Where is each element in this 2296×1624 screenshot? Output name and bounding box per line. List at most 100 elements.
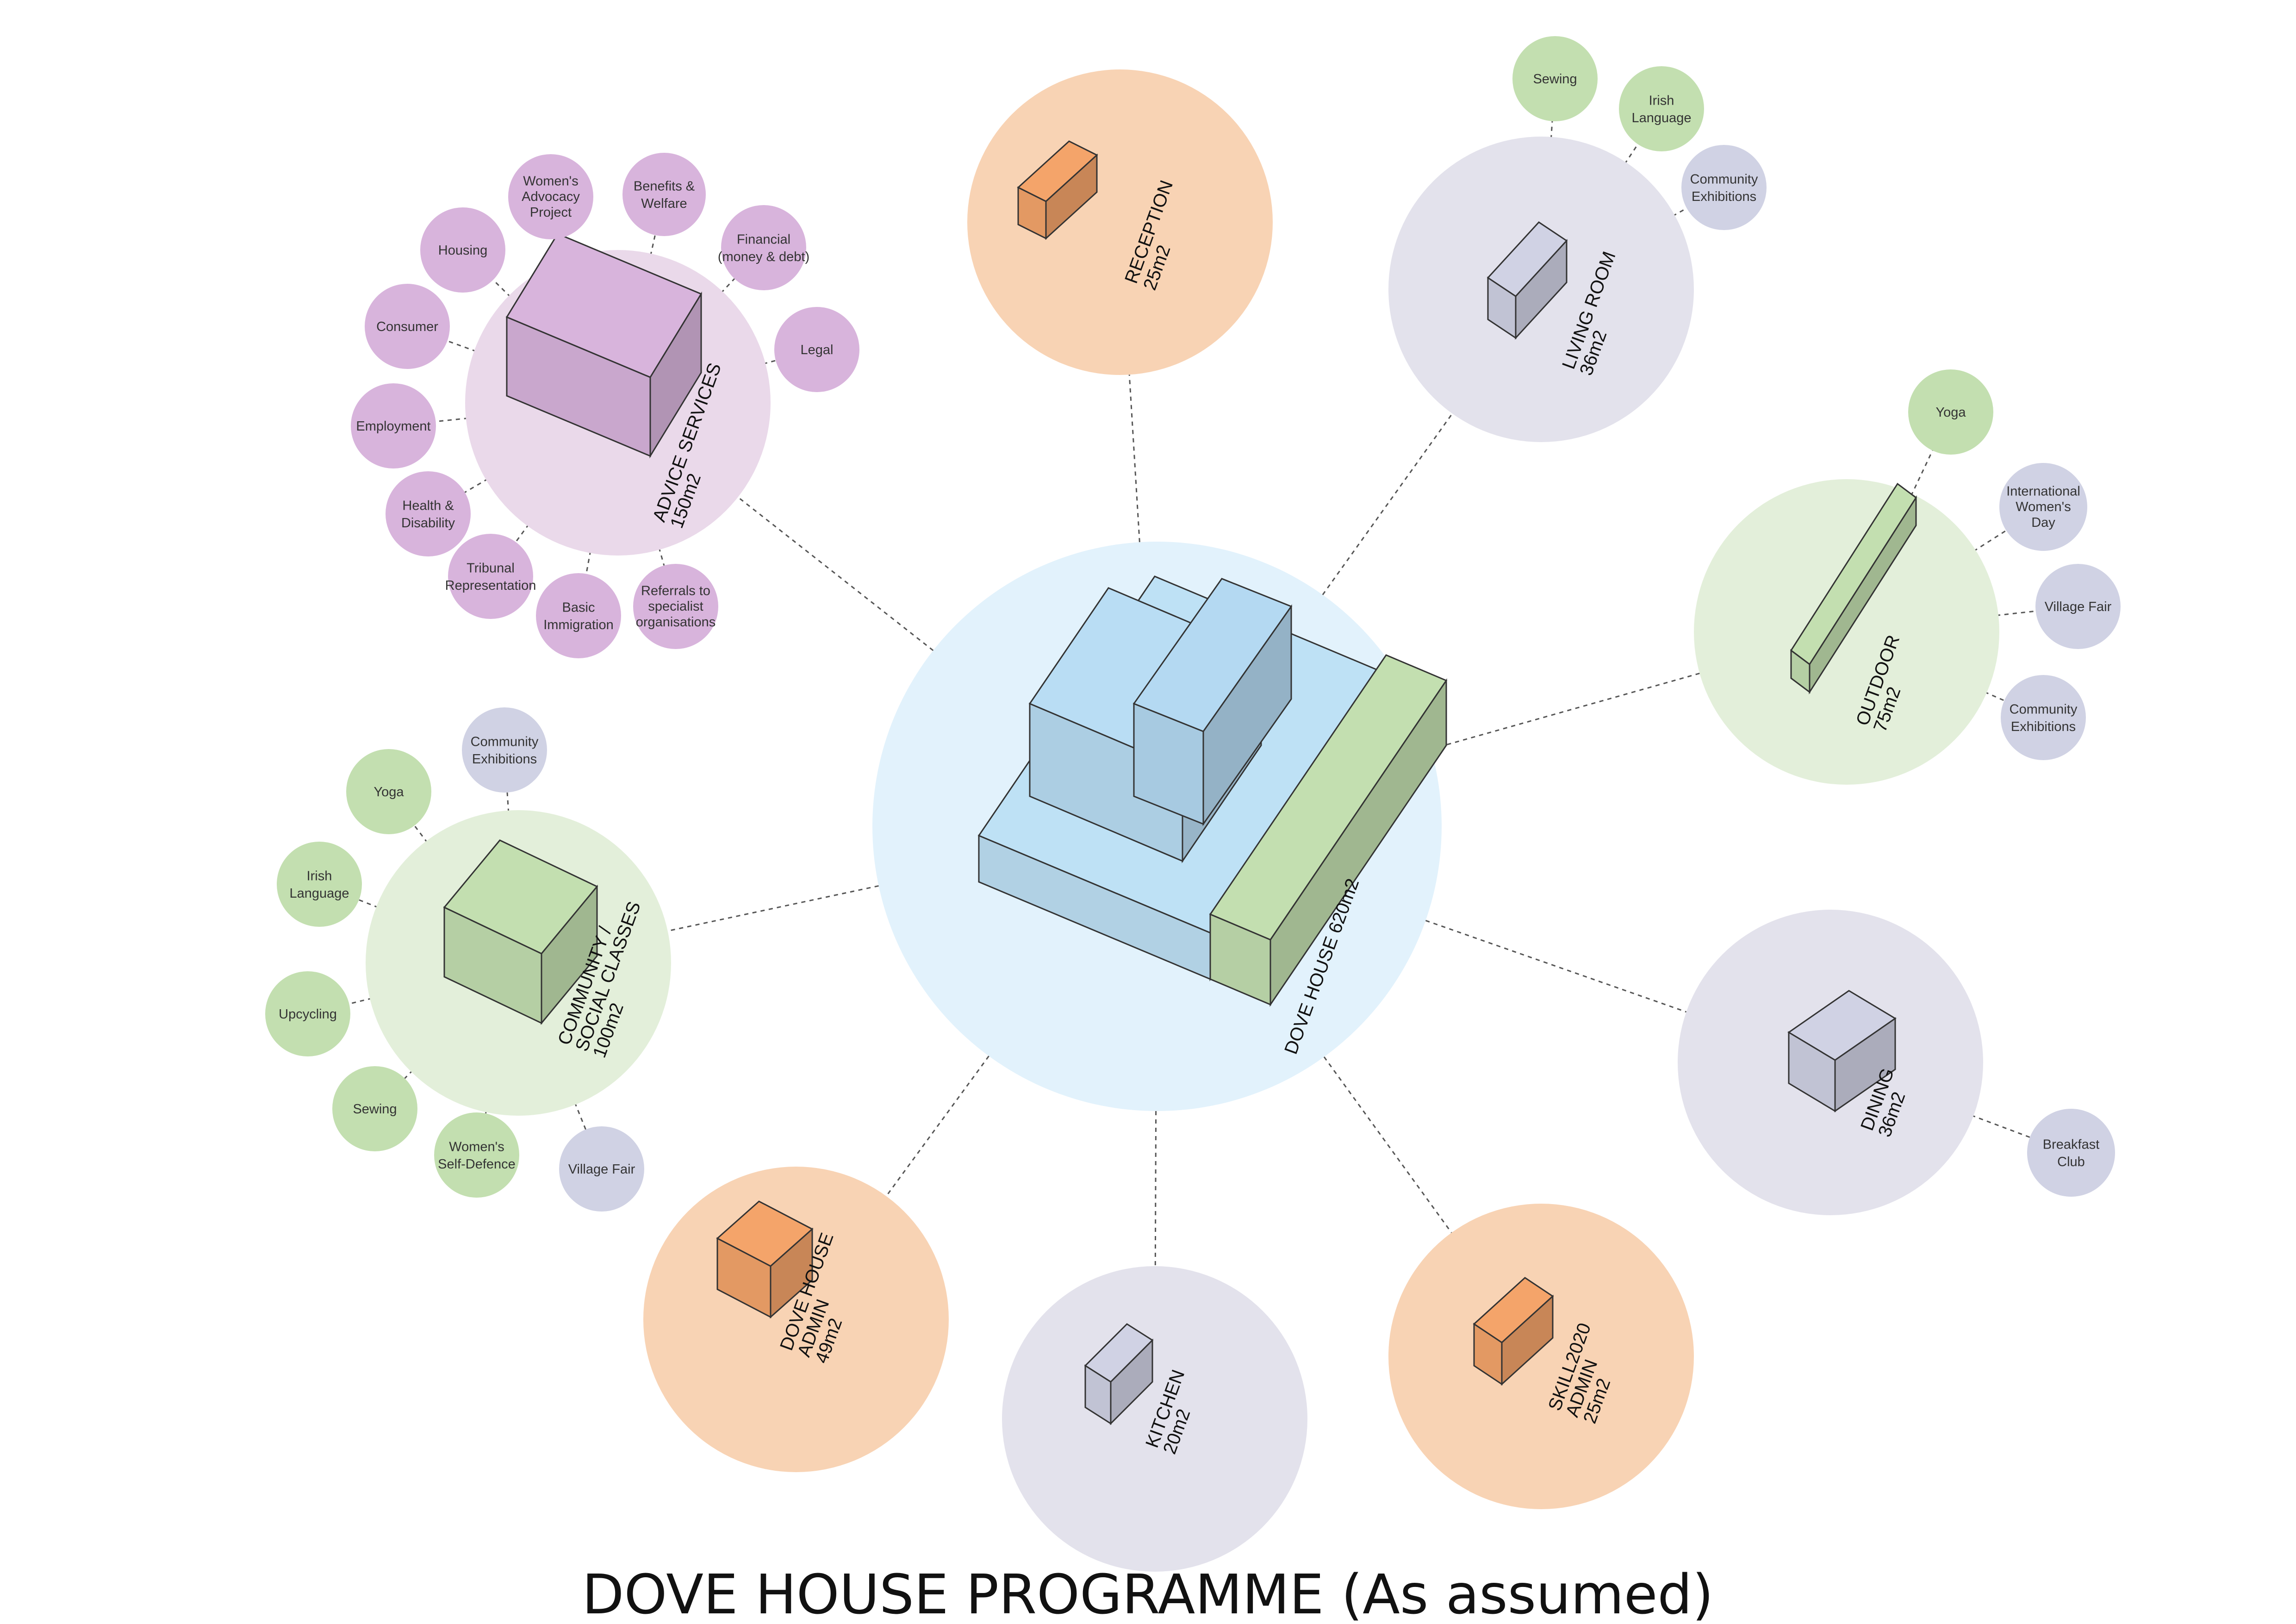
satellite-advice: Consumer bbox=[365, 284, 450, 369]
satellite-community-circle bbox=[462, 707, 547, 793]
satellite-community-label-line: Irish bbox=[307, 868, 332, 883]
room-kitchen-circle bbox=[1002, 1266, 1307, 1572]
satellite-community-label-line: Community bbox=[471, 734, 539, 749]
connector-outdoor-sub bbox=[1973, 530, 2007, 552]
satellite-advice-label-line: specialist bbox=[648, 599, 703, 614]
satellite-community-label-line: Language bbox=[289, 886, 349, 901]
satellite-advice-label: Financial (money & debt) bbox=[718, 232, 809, 264]
satellite-community-circle bbox=[434, 1112, 519, 1198]
satellite-community: Yoga bbox=[346, 749, 431, 834]
satellite-living-label-line: Community bbox=[1690, 172, 1758, 187]
satellite-community-circle bbox=[265, 971, 350, 1056]
connector-community-sub bbox=[349, 997, 373, 1005]
satellite-outdoor-label: Community Exhibitions bbox=[2010, 702, 2078, 734]
satellite-advice-label-line: Disability bbox=[401, 516, 455, 531]
satellite-advice-label: Legal bbox=[801, 343, 834, 357]
room-advice-block bbox=[505, 233, 703, 459]
connector-outdoor-sub bbox=[1984, 691, 2005, 701]
satellite-living-label: Community Exhibitions bbox=[1690, 172, 1758, 204]
satellite-community-label-line: Yoga bbox=[373, 785, 404, 800]
room-kitchen: KITCHEN20m2 bbox=[1002, 1266, 1307, 1572]
satellite-outdoor-label-line: International bbox=[2006, 484, 2080, 499]
satellite-outdoor-label-line: Yoga bbox=[1935, 405, 1966, 420]
satellite-community-circle bbox=[277, 842, 362, 927]
connector-advice-sub bbox=[492, 279, 511, 298]
satellite-community-label-line: Village Fair bbox=[568, 1162, 635, 1177]
satellite-advice-label: Employment bbox=[356, 419, 430, 434]
satellite-advice-label-line: Project bbox=[530, 205, 572, 220]
satellite-advice-circle bbox=[420, 207, 505, 293]
room-skill-block bbox=[1473, 1277, 1554, 1386]
satellite-living-label: Sewing bbox=[1533, 72, 1577, 87]
satellite-living-circle bbox=[1681, 145, 1767, 230]
room-dining-label: DINING36m2 bbox=[1857, 1065, 1916, 1139]
satellite-advice-circle bbox=[508, 154, 593, 239]
satellite-advice: Financial (money & debt) bbox=[718, 205, 809, 290]
satellite-living-label-line: Language bbox=[1631, 111, 1691, 125]
satellite-advice-label-line: Consumer bbox=[376, 319, 438, 334]
satellite-community-label-line: Self-Defence bbox=[438, 1157, 516, 1172]
connector-advice-sub bbox=[515, 524, 530, 543]
satellite-living-label-line: Irish bbox=[1649, 93, 1674, 108]
satellite-advice-label: Health & Disability bbox=[401, 498, 455, 531]
connector-outdoor bbox=[1431, 673, 1700, 750]
satellite-advice-label-line: Advocacy bbox=[522, 189, 580, 204]
connector-living-sub bbox=[1624, 144, 1639, 165]
satellite-living: Sewing bbox=[1512, 36, 1598, 121]
satellite-advice-label: Housing bbox=[438, 243, 487, 258]
satellite-advice-label-line: Referrals to bbox=[641, 583, 710, 598]
satellite-advice-label-line: Financial bbox=[737, 232, 790, 247]
satellite-advice-label-line: Employment bbox=[356, 419, 430, 434]
connector-advice bbox=[737, 496, 934, 651]
satellite-community-label: Yoga bbox=[373, 785, 404, 800]
satellite-community-label-line: Sewing bbox=[353, 1102, 397, 1117]
connector-living bbox=[1322, 413, 1453, 595]
room-dining-block bbox=[1787, 990, 1897, 1112]
room-outdoor-block bbox=[1790, 482, 1917, 695]
satellite-advice-circle bbox=[721, 205, 806, 290]
satellite-advice-label-line: (money & debt) bbox=[718, 250, 809, 264]
satellite-living-circle bbox=[1619, 66, 1704, 151]
connector-kitchen bbox=[1154, 1111, 1157, 1267]
connector-community-sub bbox=[414, 825, 429, 843]
satellite-outdoor: Community Exhibitions bbox=[2001, 675, 2086, 760]
satellite-advice-circle bbox=[365, 284, 450, 369]
satellite-advice-circle bbox=[774, 307, 859, 392]
connector-advice-sub bbox=[436, 417, 468, 423]
satellite-living-label-line: Exhibitions bbox=[1692, 189, 1756, 204]
connector-advice-sub bbox=[720, 278, 735, 294]
satellite-dining-circle bbox=[2027, 1109, 2115, 1197]
satellite-outdoor: International Women's Day bbox=[1999, 463, 2087, 551]
satellite-advice: Referrals to specialist organisations bbox=[633, 564, 718, 649]
satellite-advice-label: Referrals to specialist organisations bbox=[636, 583, 716, 630]
satellite-community-label-line: Women's bbox=[449, 1139, 504, 1154]
satellite-advice-label: Women's Advocacy Project bbox=[522, 174, 580, 220]
room-reception-block bbox=[1017, 140, 1098, 240]
satellite-advice: Legal bbox=[774, 307, 859, 392]
satellite-outdoor-circle bbox=[2001, 675, 2086, 760]
satellite-living-label-line: Sewing bbox=[1533, 72, 1577, 87]
satellite-community-label: Sewing bbox=[353, 1102, 397, 1117]
satellite-community: Upcycling bbox=[265, 971, 350, 1056]
connector-living-sub bbox=[1672, 207, 1687, 217]
satellite-advice: Basic Immigration bbox=[536, 573, 621, 658]
satellite-advice-label-line: Health & bbox=[402, 498, 454, 513]
satellite-dining-label: Breakfast Club bbox=[2043, 1137, 2100, 1169]
satellite-community-circle bbox=[346, 749, 431, 834]
satellite-community-label-line: Upcycling bbox=[279, 1007, 337, 1022]
satellite-advice: Health & Disability bbox=[386, 471, 471, 556]
satellite-community: Community Exhibitions bbox=[462, 707, 547, 793]
room-kitchen-block bbox=[1084, 1323, 1154, 1425]
satellite-living-circle bbox=[1512, 36, 1598, 121]
satellite-advice-circle bbox=[386, 471, 471, 556]
satellite-advice-circle bbox=[633, 564, 718, 649]
satellite-advice: Women's Advocacy Project bbox=[508, 154, 593, 239]
satellite-advice-label-line: Representation bbox=[445, 578, 536, 593]
satellite-advice-circle bbox=[536, 573, 621, 658]
connector-reception bbox=[1128, 375, 1140, 543]
satellite-community: Sewing bbox=[332, 1066, 417, 1151]
connector-skill bbox=[1323, 1056, 1452, 1233]
satellite-outdoor-label-line: Women's bbox=[2016, 500, 2071, 514]
satellite-dining-label-line: Breakfast bbox=[2043, 1137, 2100, 1152]
